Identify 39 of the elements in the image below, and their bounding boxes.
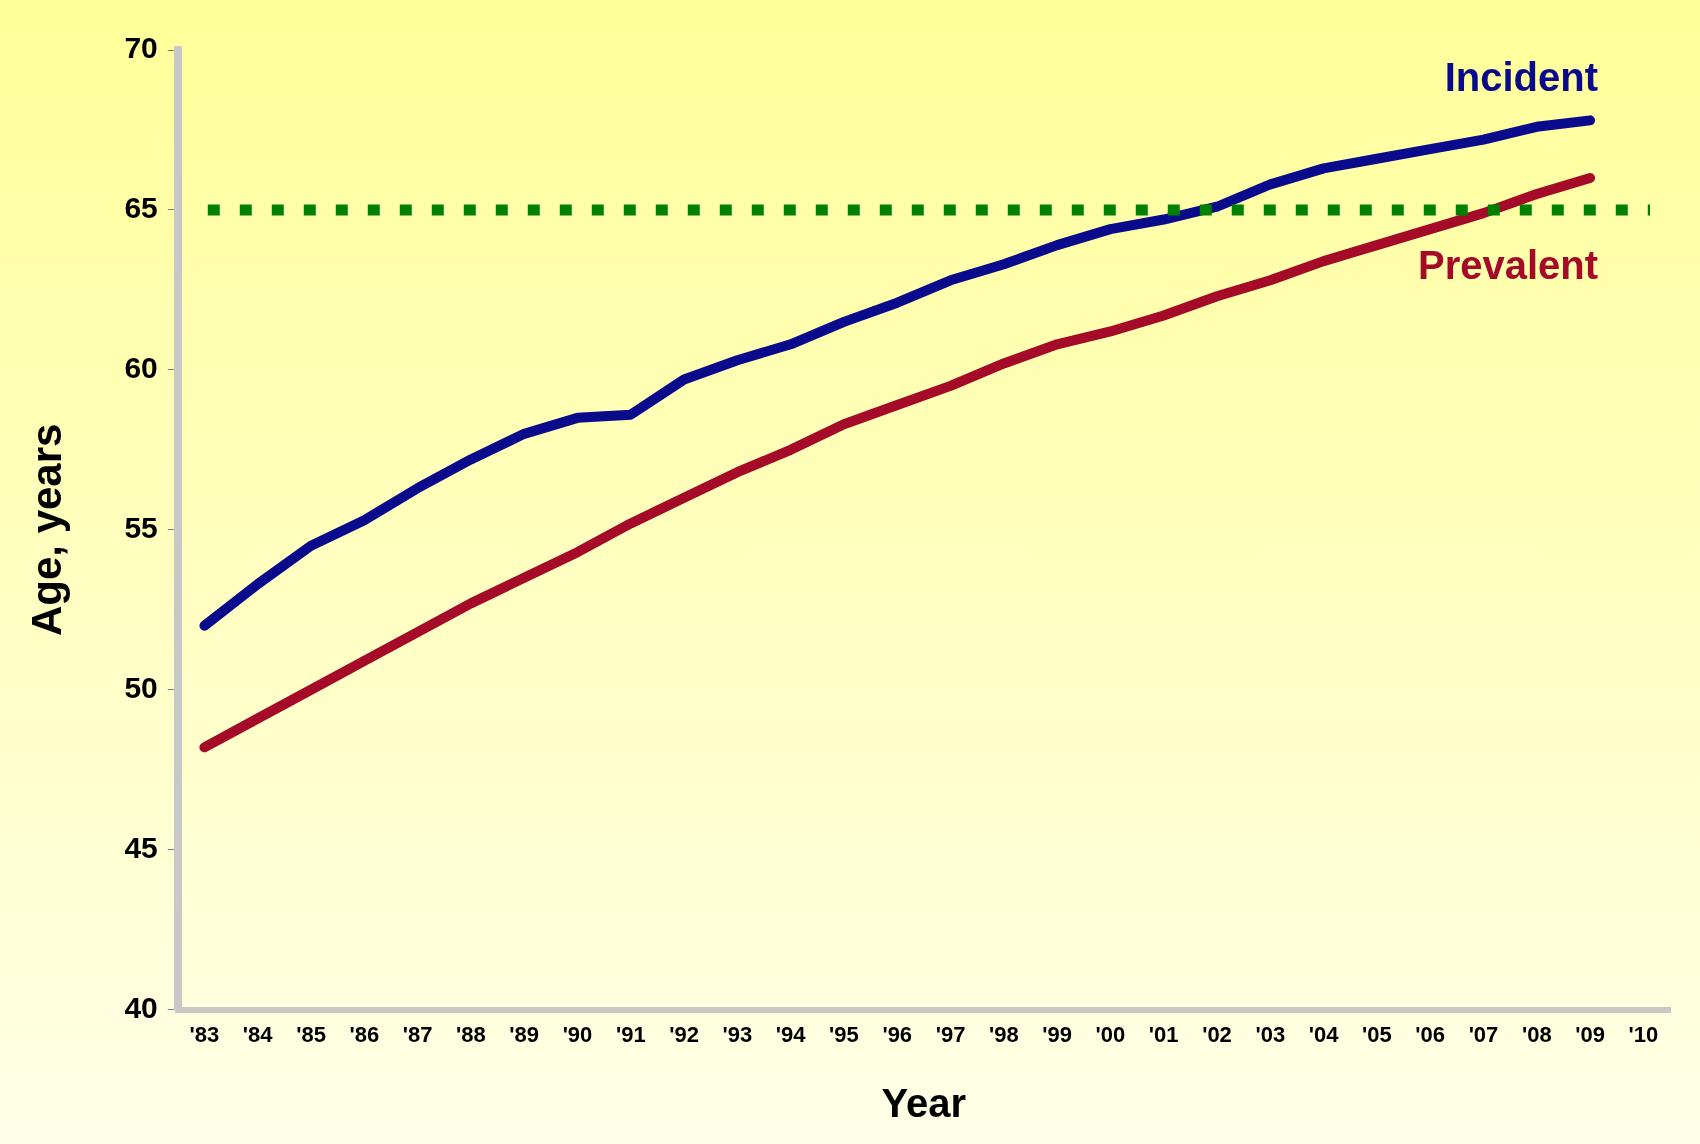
x-tick-label: '09 <box>1575 1021 1605 1047</box>
x-tick-label: '04 <box>1308 1021 1340 1047</box>
x-tick-label: '87 <box>402 1021 433 1047</box>
y-tick-label: 60 <box>124 351 158 385</box>
x-tick-label: '96 <box>882 1021 913 1047</box>
x-tick-label: '95 <box>829 1021 859 1047</box>
x-tick-label: '01 <box>1148 1021 1179 1047</box>
x-tick-label: '89 <box>509 1021 540 1047</box>
x-tick-label: '97 <box>935 1021 966 1047</box>
x-tick-label: '94 <box>775 1021 807 1047</box>
x-axis-title: Year <box>881 1081 967 1126</box>
x-tick-label: '10 <box>1628 1021 1659 1047</box>
x-tick-label: '02 <box>1202 1021 1232 1047</box>
y-tick-label: 45 <box>124 830 158 864</box>
series-label: Prevalent <box>1417 242 1599 287</box>
x-tick-label: '07 <box>1468 1021 1499 1047</box>
x-tick-label: '05 <box>1362 1021 1392 1047</box>
x-tick-label: '91 <box>615 1021 646 1047</box>
x-tick-label: '06 <box>1415 1021 1446 1047</box>
y-tick-label: 50 <box>124 671 158 704</box>
x-tick-label: '99 <box>1042 1021 1072 1047</box>
x-tick-label: '86 <box>349 1021 380 1047</box>
x-tick-label: '08 <box>1521 1021 1552 1047</box>
y-tick-label: 65 <box>124 191 158 225</box>
x-tick-label: '98 <box>988 1021 1019 1047</box>
x-tick-label: '93 <box>722 1021 753 1047</box>
y-axis-title: Age, years <box>22 423 70 637</box>
x-tick-label: '92 <box>669 1021 699 1047</box>
x-tick-label: '90 <box>562 1021 593 1047</box>
x-tick-label: '00 <box>1095 1021 1126 1047</box>
y-tick-label: 55 <box>124 511 158 545</box>
y-tick-label: 70 <box>124 31 158 65</box>
x-tick-label: '03 <box>1255 1021 1286 1047</box>
x-tick-label: '85 <box>296 1021 326 1047</box>
y-tick-label: 40 <box>124 990 158 1024</box>
x-tick-label: '84 <box>242 1021 274 1047</box>
x-tick-label: '83 <box>189 1021 220 1047</box>
series-label: Incident <box>1444 55 1599 100</box>
x-tick-label: '88 <box>456 1021 486 1047</box>
